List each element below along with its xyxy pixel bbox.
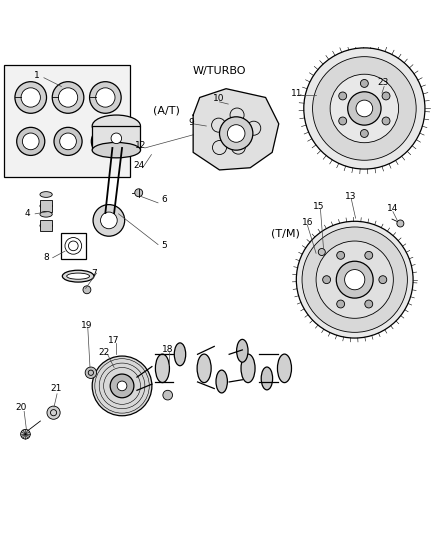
Circle shape: [303, 48, 424, 169]
Text: W/TURBO: W/TURBO: [192, 66, 246, 76]
Circle shape: [134, 189, 142, 197]
Ellipse shape: [62, 270, 94, 282]
Circle shape: [15, 82, 46, 114]
Text: 16: 16: [301, 218, 312, 227]
Circle shape: [344, 270, 364, 290]
Text: 11: 11: [290, 90, 301, 99]
Ellipse shape: [67, 273, 89, 279]
Ellipse shape: [155, 354, 169, 383]
Bar: [60, 233, 86, 259]
Circle shape: [355, 100, 372, 117]
Text: 15: 15: [312, 202, 324, 211]
Text: 22: 22: [99, 348, 110, 357]
Text: 8: 8: [43, 253, 49, 262]
Circle shape: [100, 212, 117, 229]
Circle shape: [312, 56, 415, 160]
Circle shape: [336, 261, 372, 298]
Circle shape: [21, 430, 30, 439]
Circle shape: [110, 374, 134, 398]
Ellipse shape: [40, 212, 52, 217]
Text: 1: 1: [34, 71, 40, 80]
Circle shape: [364, 252, 372, 259]
Circle shape: [93, 205, 124, 236]
Circle shape: [162, 390, 172, 400]
Circle shape: [89, 82, 121, 114]
Ellipse shape: [40, 223, 52, 229]
Ellipse shape: [92, 115, 140, 137]
Text: 10: 10: [212, 94, 224, 103]
Circle shape: [91, 127, 119, 156]
Circle shape: [336, 252, 344, 259]
Circle shape: [92, 356, 152, 416]
Circle shape: [322, 276, 330, 284]
Circle shape: [95, 88, 115, 107]
Text: 4: 4: [25, 209, 30, 219]
Text: 23: 23: [377, 78, 388, 87]
Circle shape: [378, 276, 386, 284]
Text: 20: 20: [15, 403, 27, 413]
Circle shape: [83, 286, 91, 294]
Circle shape: [381, 92, 389, 100]
Circle shape: [22, 133, 39, 150]
Text: 5: 5: [161, 241, 167, 250]
Text: 14: 14: [386, 204, 398, 213]
Circle shape: [396, 220, 403, 227]
Circle shape: [227, 125, 244, 142]
Bar: [92, 126, 140, 150]
Circle shape: [360, 79, 367, 87]
Ellipse shape: [261, 367, 272, 390]
Circle shape: [296, 221, 412, 338]
Polygon shape: [193, 88, 278, 170]
Circle shape: [47, 406, 60, 419]
Circle shape: [21, 88, 40, 107]
Circle shape: [347, 92, 380, 125]
Bar: [40, 220, 52, 231]
Ellipse shape: [197, 354, 211, 383]
Circle shape: [381, 117, 389, 125]
Circle shape: [111, 133, 121, 143]
Circle shape: [60, 133, 76, 150]
Text: 19: 19: [81, 321, 92, 330]
Circle shape: [364, 300, 372, 308]
Ellipse shape: [215, 370, 227, 393]
Bar: [4, 64, 129, 176]
Ellipse shape: [240, 354, 254, 383]
Circle shape: [338, 92, 346, 100]
Text: 7: 7: [91, 270, 97, 278]
Circle shape: [329, 74, 398, 143]
Ellipse shape: [40, 203, 52, 209]
Ellipse shape: [174, 343, 185, 366]
Circle shape: [336, 300, 344, 308]
Circle shape: [318, 248, 325, 255]
Circle shape: [117, 381, 127, 391]
Text: 24: 24: [133, 161, 145, 170]
Text: 13: 13: [345, 192, 356, 201]
Circle shape: [52, 82, 84, 114]
Circle shape: [85, 367, 96, 378]
Text: 17: 17: [108, 336, 120, 345]
Text: 21: 21: [50, 384, 61, 393]
Circle shape: [338, 117, 346, 125]
Bar: [40, 200, 52, 212]
Circle shape: [315, 241, 392, 318]
Text: 9: 9: [187, 118, 194, 127]
Circle shape: [17, 127, 45, 156]
Circle shape: [97, 133, 113, 150]
Ellipse shape: [92, 142, 140, 158]
Ellipse shape: [236, 340, 247, 362]
Circle shape: [54, 127, 82, 156]
Text: (A/T): (A/T): [153, 106, 180, 116]
Text: 6: 6: [161, 195, 167, 204]
Text: 18: 18: [162, 345, 173, 354]
Circle shape: [58, 88, 78, 107]
Text: 12: 12: [134, 141, 146, 150]
Circle shape: [301, 227, 406, 333]
Ellipse shape: [277, 354, 291, 383]
Circle shape: [219, 117, 252, 150]
Circle shape: [360, 130, 367, 138]
Text: (T/M): (T/M): [270, 229, 299, 239]
Ellipse shape: [40, 192, 52, 197]
